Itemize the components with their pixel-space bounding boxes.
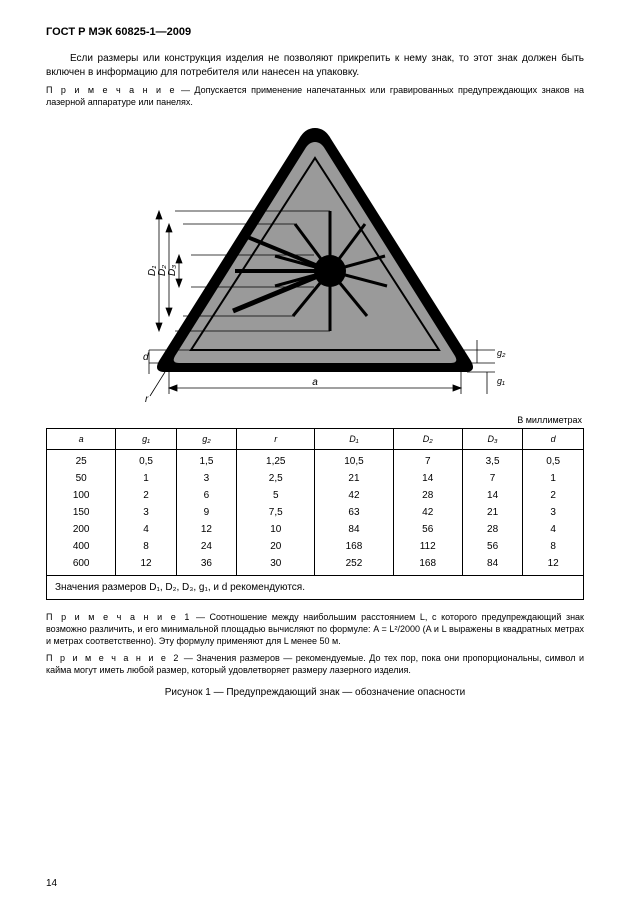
paragraph-1-text: Если размеры или конструкция изделия не … bbox=[46, 53, 584, 78]
table-row: 150397,56342213 bbox=[47, 504, 584, 521]
th-d: d bbox=[523, 429, 584, 450]
table-cell: 1 bbox=[116, 470, 176, 487]
table-cell: 4 bbox=[116, 521, 176, 538]
table-cell: 100 bbox=[47, 487, 116, 504]
table-cell: 24 bbox=[176, 538, 236, 555]
th-D1: D₁ bbox=[315, 429, 393, 450]
table-footnote: Значения размеров D₁, D₂, D₃, g₁, и d ре… bbox=[47, 576, 584, 600]
note-top-prefix: П р и м е ч а н и е bbox=[46, 85, 177, 95]
table-cell: 30 bbox=[237, 555, 315, 576]
table-cell: 25 bbox=[47, 450, 116, 471]
table-cell: 2 bbox=[116, 487, 176, 504]
table-cell: 42 bbox=[315, 487, 393, 504]
note-2-prefix: П р и м е ч а н и е 2 bbox=[46, 653, 180, 663]
note-1-prefix: П р и м е ч а н и е 1 bbox=[46, 612, 191, 622]
table-row: 1002654228142 bbox=[47, 487, 584, 504]
table-cell: 200 bbox=[47, 521, 116, 538]
table-cell: 12 bbox=[116, 555, 176, 576]
dim-d-label: d bbox=[143, 352, 149, 363]
th-g2: g₂ bbox=[176, 429, 236, 450]
document-header: ГОСТ Р МЭК 60825-1—2009 bbox=[46, 26, 584, 38]
note-1: П р и м е ч а н и е 1 — Соотношение межд… bbox=[46, 612, 584, 647]
table-cell: 3 bbox=[176, 470, 236, 487]
table-cell: 600 bbox=[47, 555, 116, 576]
th-g1: g₁ bbox=[116, 429, 176, 450]
dim-g2-label: g₂ bbox=[497, 348, 506, 358]
table-cell: 1,25 bbox=[237, 450, 315, 471]
table-cell: 28 bbox=[393, 487, 462, 504]
table-header-row: a g₁ g₂ r D₁ D₂ D₃ d bbox=[47, 429, 584, 450]
table-cell: 8 bbox=[523, 538, 584, 555]
table-row: 200412108456284 bbox=[47, 521, 584, 538]
table-cell: 7 bbox=[462, 470, 522, 487]
th-r: r bbox=[237, 429, 315, 450]
table-cell: 14 bbox=[393, 470, 462, 487]
dim-r-label: r bbox=[145, 394, 149, 405]
note-top: П р и м е ч а н и е — Допускается примен… bbox=[46, 85, 584, 108]
table-cell: 10,5 bbox=[315, 450, 393, 471]
table-cell: 6 bbox=[176, 487, 236, 504]
table-cell: 0,5 bbox=[523, 450, 584, 471]
figure-caption: Рисунок 1 — Предупреждающий знак — обозн… bbox=[46, 687, 584, 698]
dim-g1-label: g₁ bbox=[497, 376, 505, 386]
warning-sign-figure: a r g₁ g₂ bbox=[115, 116, 515, 406]
table-cell: 1,5 bbox=[176, 450, 236, 471]
table-row: 250,51,51,2510,573,50,5 bbox=[47, 450, 584, 471]
table-cell: 63 bbox=[315, 504, 393, 521]
table-cell: 14 bbox=[462, 487, 522, 504]
table-cell: 3 bbox=[523, 504, 584, 521]
table-cell: 84 bbox=[315, 521, 393, 538]
table-row: 50132,5211471 bbox=[47, 470, 584, 487]
table-cell: 21 bbox=[462, 504, 522, 521]
table-cell: 28 bbox=[462, 521, 522, 538]
table-cell: 2 bbox=[523, 487, 584, 504]
table-cell: 42 bbox=[393, 504, 462, 521]
table-cell: 10 bbox=[237, 521, 315, 538]
table-cell: 252 bbox=[315, 555, 393, 576]
table-row: 40082420168112568 bbox=[47, 538, 584, 555]
table-cell: 4 bbox=[523, 521, 584, 538]
dimensions-table: a g₁ g₂ r D₁ D₂ D₃ d 250,51,51,2510,573,… bbox=[46, 428, 584, 600]
table-cell: 7 bbox=[393, 450, 462, 471]
table-cell: 84 bbox=[462, 555, 522, 576]
table-cell: 12 bbox=[523, 555, 584, 576]
page-number: 14 bbox=[46, 878, 57, 889]
units-label: В миллиметрах bbox=[46, 415, 582, 425]
dim-D3-label: D₃ bbox=[167, 265, 178, 276]
table-cell: 56 bbox=[393, 521, 462, 538]
table-cell: 1 bbox=[523, 470, 584, 487]
dim-a-label: a bbox=[312, 377, 318, 388]
table-cell: 168 bbox=[315, 538, 393, 555]
table-cell: 0,5 bbox=[116, 450, 176, 471]
table-cell: 400 bbox=[47, 538, 116, 555]
table-cell: 168 bbox=[393, 555, 462, 576]
table-cell: 7,5 bbox=[237, 504, 315, 521]
th-a: a bbox=[47, 429, 116, 450]
table-cell: 112 bbox=[393, 538, 462, 555]
figure-container: a r g₁ g₂ bbox=[46, 116, 584, 409]
table-cell: 50 bbox=[47, 470, 116, 487]
table-cell: 2,5 bbox=[237, 470, 315, 487]
th-D3: D₃ bbox=[462, 429, 522, 450]
paragraph-1: Если размеры или конструкция изделия не … bbox=[46, 52, 584, 79]
table-cell: 56 bbox=[462, 538, 522, 555]
table-cell: 5 bbox=[237, 487, 315, 504]
table-cell: 21 bbox=[315, 470, 393, 487]
table-cell: 9 bbox=[176, 504, 236, 521]
note-2: П р и м е ч а н и е 2 — Значения размеро… bbox=[46, 653, 584, 676]
table-cell: 12 bbox=[176, 521, 236, 538]
table-cell: 20 bbox=[237, 538, 315, 555]
table-cell: 8 bbox=[116, 538, 176, 555]
table-row: 6001236302521688412 bbox=[47, 555, 584, 576]
table-cell: 3,5 bbox=[462, 450, 522, 471]
table-cell: 150 bbox=[47, 504, 116, 521]
table-cell: 3 bbox=[116, 504, 176, 521]
table-cell: 36 bbox=[176, 555, 236, 576]
th-D2: D₂ bbox=[393, 429, 462, 450]
